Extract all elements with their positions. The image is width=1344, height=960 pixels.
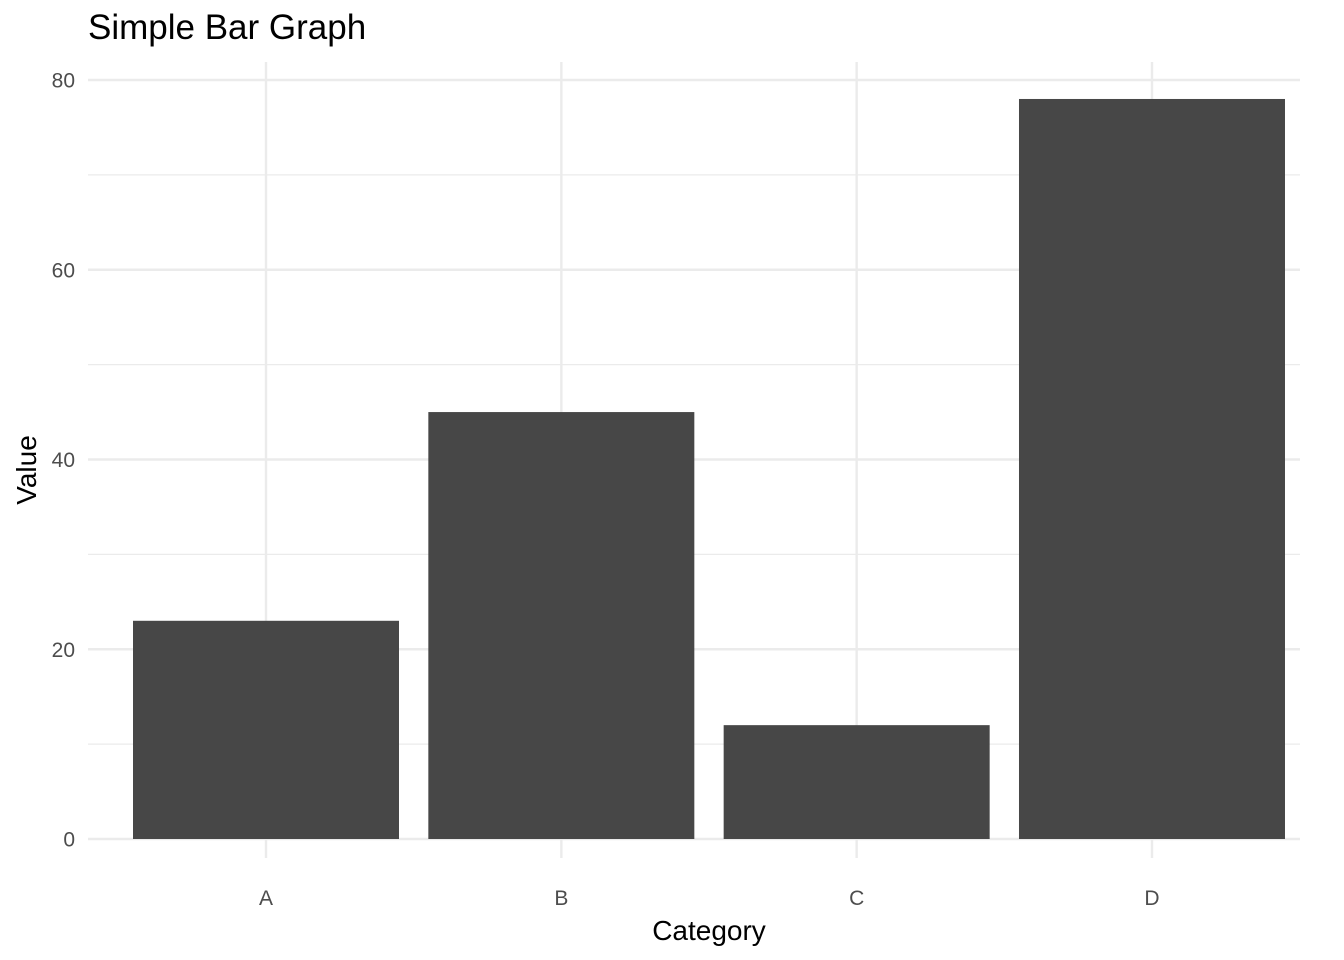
y-tick-label: 20: [52, 639, 75, 662]
bar-a: [133, 620, 399, 839]
y-axis-ticks: 0 20 40 60 80: [52, 70, 75, 852]
x-axis-ticks: A B C D: [259, 887, 1160, 910]
x-axis-title: Category: [652, 915, 766, 946]
x-tick-label: C: [849, 887, 864, 910]
chart-title: Simple Bar Graph: [88, 8, 366, 47]
y-tick-label: 40: [52, 449, 75, 472]
y-tick-label: 80: [52, 70, 75, 93]
x-tick-label: B: [554, 887, 568, 910]
x-tick-label: A: [259, 887, 273, 910]
bar-b: [428, 412, 695, 839]
bar-c: [723, 725, 990, 839]
bar-d: [1018, 98, 1285, 840]
y-axis-title: Value: [11, 435, 42, 505]
bars: [133, 98, 1285, 840]
y-tick-label: 0: [63, 829, 75, 852]
x-tick-label: D: [1144, 887, 1159, 910]
y-tick-label: 60: [52, 259, 75, 282]
